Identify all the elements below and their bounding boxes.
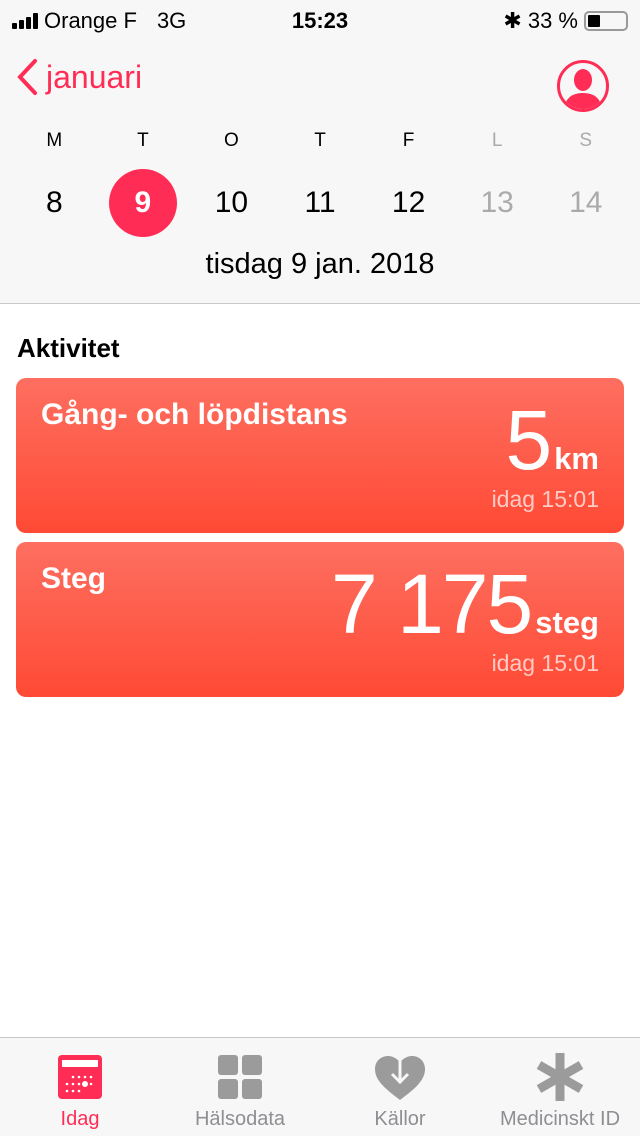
card-unit: steg: [535, 605, 599, 640]
activity-card-steps[interactable]: Steg 7 175 steg idag 15:01: [16, 542, 624, 697]
day-letter: T: [137, 130, 149, 151]
day-letter: S: [579, 130, 593, 151]
section-title: Aktivitet: [17, 333, 120, 363]
day-letter: F: [402, 130, 415, 151]
grid-icon: [218, 1055, 262, 1099]
card-title: Steg: [41, 562, 107, 595]
tab-halsodata[interactable]: Hälsodata: [160, 1038, 320, 1136]
tab-medicinskt-id[interactable]: Medicinskt ID: [480, 1038, 640, 1136]
battery-percent: 33 %: [527, 8, 578, 33]
day-14[interactable]: S 14: [541, 130, 630, 237]
day-letter: T: [314, 130, 326, 151]
carrier: Orange F: [44, 8, 137, 33]
chevron-left-icon: [17, 59, 37, 95]
profile-button[interactable]: [557, 60, 609, 112]
day-13[interactable]: L 13: [453, 130, 542, 237]
tab-label: Medicinskt ID: [499, 1108, 621, 1130]
card-unit: km: [554, 441, 599, 476]
card-time: idag 15:01: [491, 486, 599, 512]
day-letter: M: [46, 130, 63, 151]
day-letter: O: [224, 130, 239, 151]
day-number: 12: [391, 186, 426, 219]
card-title: Gång- och löpdistans: [41, 398, 348, 431]
day-number: 10: [214, 186, 249, 219]
bluetooth-icon: ✱: [503, 8, 522, 33]
card-value: 5: [505, 393, 552, 487]
day-10[interactable]: O 10: [187, 130, 276, 237]
day-number: 14: [569, 186, 603, 219]
day-number: 8: [45, 186, 63, 219]
status-bar: Orange F 3G 15:23 ✱ 33 %: [0, 0, 640, 40]
day-number: 9: [108, 169, 177, 237]
header: Orange F 3G 15:23 ✱ 33 % januari M 8 T 9 O 10…: [0, 0, 640, 304]
heart-download-icon: [375, 1052, 425, 1100]
day-11[interactable]: T 11: [276, 130, 365, 237]
day-12[interactable]: F 12: [364, 130, 453, 237]
card-value: 7 175: [331, 557, 533, 651]
clock: 15:23: [291, 8, 349, 33]
day-letter: L: [491, 130, 503, 151]
tab-kallor[interactable]: Källor: [320, 1038, 480, 1136]
tab-label: Källor: [374, 1108, 426, 1130]
day-number: 13: [480, 186, 514, 219]
person-icon: [564, 69, 602, 109]
card-time: idag 15:01: [491, 650, 599, 676]
back-button[interactable]: januari: [16, 58, 142, 96]
tab-label: Hälsodata: [194, 1108, 286, 1130]
battery-icon: [584, 11, 628, 31]
signal-icon: [12, 13, 38, 29]
selected-date: tisdag 9 jan. 2018: [205, 248, 435, 280]
day-number: 11: [304, 186, 336, 219]
asterisk-icon: [536, 1053, 584, 1101]
calendar-icon: [58, 1055, 102, 1099]
network: 3G: [156, 8, 187, 33]
back-label: januari: [46, 58, 143, 95]
tab-bar: Idag Hälsodata Källor Medicinskt ID: [0, 1037, 640, 1136]
activity-card-distance[interactable]: Gång- och löpdistans 5 km idag 15:01: [16, 378, 624, 533]
tab-label: Idag: [60, 1108, 100, 1130]
tab-idag[interactable]: Idag: [0, 1038, 160, 1136]
week-strip: M 8 T 9 O 10 T 11 F 12 L 13 S 14: [10, 130, 630, 237]
